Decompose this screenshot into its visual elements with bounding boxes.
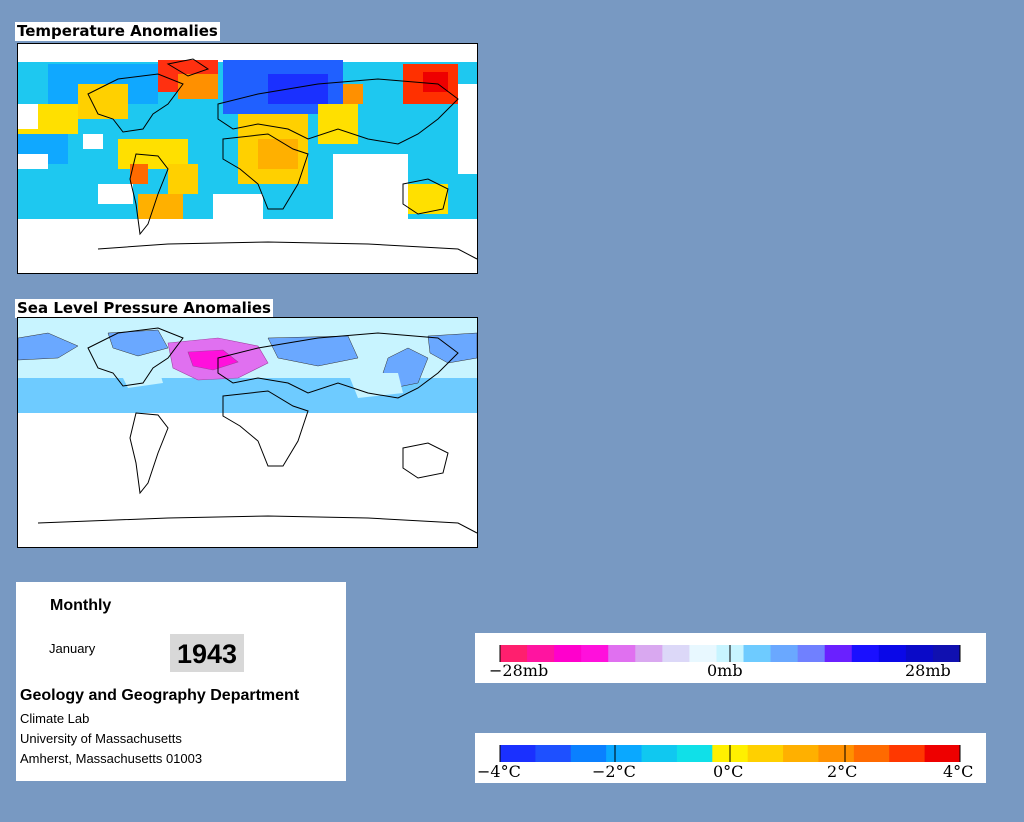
university-name: University of Massachusetts xyxy=(20,731,182,746)
year-display: 1943 xyxy=(170,634,244,672)
temperature-colorbar-swatch xyxy=(606,745,643,762)
temperature-label-zero: 0°C xyxy=(713,762,744,781)
temperature-colorbar-swatch xyxy=(853,745,890,762)
pressure-colorbar-swatch xyxy=(824,645,853,662)
temperature-colorbar-swatch xyxy=(535,745,572,762)
temperature-label-minus2: −2°C xyxy=(592,762,636,781)
temperature-panel-title: Temperature Anomalies xyxy=(15,22,220,41)
temperature-colorbar-swatch xyxy=(818,745,855,762)
pressure-colorbar-swatch xyxy=(527,645,555,662)
pressure-colorbar-swatch xyxy=(500,645,528,662)
pressure-colorbar-swatch xyxy=(635,645,663,662)
temperature-map-graphic xyxy=(18,44,477,273)
temperature-colorbar-swatch xyxy=(889,745,926,762)
pressure-colorbar-swatch xyxy=(797,645,826,662)
temperature-label-plus4: 4°C xyxy=(943,762,974,781)
pressure-colorbar-swatch xyxy=(932,645,961,662)
pressure-colorbar-swatch xyxy=(689,645,717,662)
pressure-colorbar-swatch xyxy=(608,645,636,662)
pressure-label-zero: 0mb xyxy=(707,661,743,680)
lab-name: Climate Lab xyxy=(20,711,90,726)
info-panel: Monthly January 1943 Geology and Geograp… xyxy=(16,582,346,781)
pressure-colorbar-swatch xyxy=(662,645,690,662)
pressure-colorbar-swatch xyxy=(878,645,907,662)
pressure-colorbar-swatch xyxy=(905,645,934,662)
pressure-colorbar-swatch xyxy=(743,645,772,662)
pressure-colorbar-swatch xyxy=(851,645,880,662)
pressure-panel-title: Sea Level Pressure Anomalies xyxy=(15,299,273,318)
department-name: Geology and Geography Department xyxy=(20,687,300,704)
pressure-label-min: −28mb xyxy=(489,661,549,680)
temperature-colorbar-swatch xyxy=(747,745,784,762)
temperature-colorbar-swatch xyxy=(500,745,536,762)
temperature-colorbar-swatch xyxy=(676,745,713,762)
pressure-label-max: 28mb xyxy=(905,661,951,680)
month-label: January xyxy=(49,641,96,656)
temperature-colorbar-swatch xyxy=(570,745,607,762)
pressure-colorbar-swatch xyxy=(770,645,799,662)
pressure-colorbar-swatch xyxy=(581,645,609,662)
pressure-colorbar: −28mb 0mb 28mb xyxy=(475,633,986,683)
temperature-colorbar: −4°C −2°C 0°C 2°C 4°C xyxy=(475,733,986,783)
temperature-colorbar-swatch xyxy=(783,745,819,762)
temperature-anomaly-map xyxy=(17,43,478,274)
pressure-anomaly-map xyxy=(17,317,478,548)
period-label: Monthly xyxy=(50,597,112,614)
pressure-colorbar-swatch xyxy=(554,645,582,662)
pressure-map-graphic xyxy=(18,318,477,547)
pressure-colorbar-graphic xyxy=(499,645,961,662)
temperature-label-plus2: 2°C xyxy=(827,762,858,781)
temperature-colorbar-swatch xyxy=(641,745,678,762)
temperature-colorbar-swatch xyxy=(924,745,961,762)
temperature-colorbar-graphic xyxy=(499,745,961,762)
temperature-label-minus4: −4°C xyxy=(477,762,521,781)
address-line: Amherst, Massachusetts 01003 xyxy=(20,751,203,766)
